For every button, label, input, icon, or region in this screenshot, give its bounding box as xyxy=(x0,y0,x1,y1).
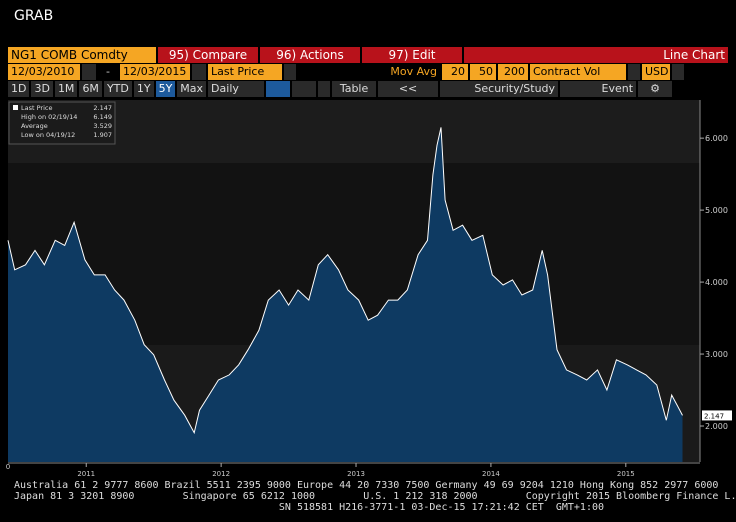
range-button[interactable]: 1D xyxy=(8,81,30,97)
field-select[interactable]: Last Price xyxy=(208,64,282,80)
x-tick-label: 2015 xyxy=(617,470,635,478)
calendar-icon[interactable] xyxy=(82,64,96,80)
dropdown[interactable] xyxy=(672,64,684,80)
y-tick-label: 2.000 xyxy=(705,422,728,431)
x-tick-label: 2011 xyxy=(77,470,95,478)
line-tool[interactable] xyxy=(266,81,291,97)
last-price-tag xyxy=(702,410,732,421)
range-button[interactable]: 6M xyxy=(79,81,102,97)
chart: 2.000 3.000 4.000 5.000 6.000 2011 2012 2013 201… xyxy=(6,100,732,478)
footer-line: SN 518581 H216-3771-1 03-Dec-15 17:21:42… xyxy=(14,502,605,513)
price-line xyxy=(7,127,683,435)
legend-label: Low on 04/19/12 xyxy=(21,131,75,139)
x-tick-label: 2013 xyxy=(347,470,365,478)
compare-button[interactable]: 95) Compare xyxy=(158,47,258,63)
frequency-select[interactable]: Daily xyxy=(208,81,265,97)
axis-corner-label: 0 xyxy=(6,463,10,471)
start-date[interactable]: 12/03/2010 xyxy=(8,64,80,80)
bar-tool[interactable] xyxy=(292,81,317,97)
table-button[interactable]: Table xyxy=(332,81,377,97)
dropdown[interactable] xyxy=(284,64,296,80)
security-study-button[interactable]: Security/Study xyxy=(440,81,559,97)
edit-button[interactable]: 97) Edit xyxy=(362,47,462,63)
range-button[interactable]: 1Y xyxy=(133,81,154,97)
back-button[interactable]: << xyxy=(378,81,439,97)
range-button[interactable]: Max xyxy=(177,81,207,97)
area-fill xyxy=(8,127,683,463)
legend-swatch xyxy=(13,105,18,110)
legend-value: 1.907 xyxy=(93,131,112,139)
range-bar: 1D 3D 1M 6M YTD 1Y 5Y Max Daily Table << Securi… xyxy=(0,81,736,97)
period[interactable]: 20 xyxy=(442,64,468,80)
legend-label: Average xyxy=(21,122,48,130)
plot-band xyxy=(8,100,700,163)
range-buttons: 1D 3D 1M 6M YTD 1Y 5Y Max xyxy=(8,81,208,97)
legend-label: Last Price xyxy=(21,104,52,112)
date-separator: - xyxy=(106,65,110,78)
footer-line: Australia 61 2 9777 8600 Brazil 5511 239… xyxy=(14,480,719,491)
event-button[interactable]: Event xyxy=(560,81,637,97)
calendar-icon[interactable] xyxy=(192,64,206,80)
last-price-label: 2.147 xyxy=(704,412,724,420)
settings-icon[interactable]: ⚙ xyxy=(638,81,673,97)
actions-button[interactable]: 96) Actions xyxy=(260,47,360,63)
x-tick-label: 2014 xyxy=(482,470,500,478)
volume-select[interactable]: Contract Vol xyxy=(530,64,626,80)
y-tick-label: 6.000 xyxy=(705,134,728,143)
end-date[interactable]: 12/03/2015 xyxy=(120,64,190,80)
range-button[interactable]: 3D xyxy=(31,81,53,97)
dropdown[interactable] xyxy=(318,81,331,97)
currency-select[interactable]: USD xyxy=(642,64,670,80)
period[interactable]: 200 xyxy=(498,64,528,80)
legend-box xyxy=(8,101,116,145)
chart-type-button[interactable]: Line Chart xyxy=(464,47,728,63)
window-title: GRAB xyxy=(14,8,54,24)
dropdown[interactable] xyxy=(628,64,640,80)
legend-value: 6.149 xyxy=(93,113,112,121)
y-tick-label: 3.000 xyxy=(705,350,728,359)
period[interactable]: 50 xyxy=(470,64,496,80)
footer-line: Japan 81 3 3201 8900 Singapore 65 6212 1… xyxy=(14,491,736,502)
mov-avg-label: Mov Avg xyxy=(390,65,437,78)
settings-bar: 12/03/2010 - 12/03/2015 Last Price Mov A… xyxy=(0,64,736,80)
x-tick-label: 2012 xyxy=(212,470,230,478)
range-button[interactable]: YTD xyxy=(103,81,132,97)
range-button[interactable]: 1M xyxy=(54,81,78,97)
legend-value: 3.529 xyxy=(93,122,112,130)
security-field[interactable]: NG1 COMB Comdty xyxy=(8,47,156,63)
range-button[interactable]: 5Y xyxy=(155,81,176,97)
legend-label: High on 02/19/14 xyxy=(21,113,77,121)
y-tick-label: 4.000 xyxy=(705,278,728,287)
toolbar: NG1 COMB Comdty 95) Compare 96) Actions … xyxy=(0,47,736,63)
legend-value: 2.147 xyxy=(93,104,112,112)
y-tick-label: 5.000 xyxy=(705,206,728,215)
